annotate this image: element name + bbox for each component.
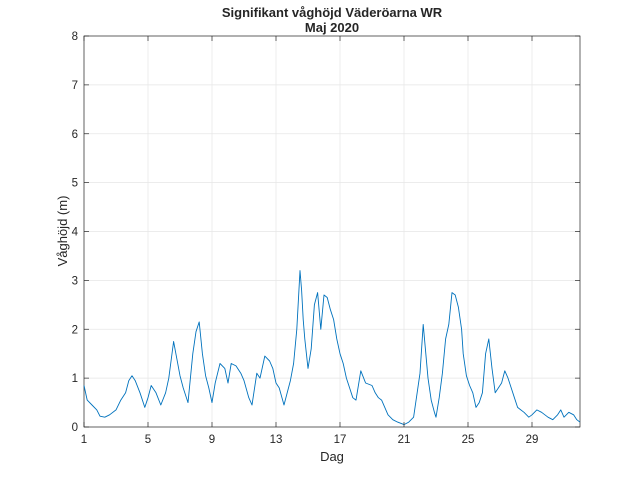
series-line [83,270,581,426]
chart-subtitle: Maj 2020 [305,20,359,35]
series-layer [83,270,581,426]
y-tick-label: 1 [72,373,78,385]
x-tick-label: 25 [462,434,475,446]
x-tick-label: 9 [209,434,215,446]
y-tick-label: 8 [72,31,78,43]
x-axis-label: Dag [320,449,344,464]
x-tick-label: 17 [334,434,347,446]
y-tick-label: 0 [72,422,78,434]
x-tick-label: 21 [398,434,411,446]
y-tick-label: 7 [72,80,78,92]
y-tick-label: 6 [72,129,78,141]
y-tick-label: 2 [72,324,78,336]
y-tick-label: 4 [72,227,79,239]
y-axis-label: Våghöjd (m) [55,196,70,267]
grid [83,35,580,428]
x-tick-label: 29 [526,434,539,446]
x-tick-label: 1 [81,434,87,446]
y-tick-label: 3 [72,275,78,287]
chart-title: Signifikant våghöjd Väderöarna WR [222,5,443,20]
y-tick-label: 5 [72,178,78,190]
x-tick-label: 13 [270,434,283,446]
x-tick-label: 5 [145,434,151,446]
